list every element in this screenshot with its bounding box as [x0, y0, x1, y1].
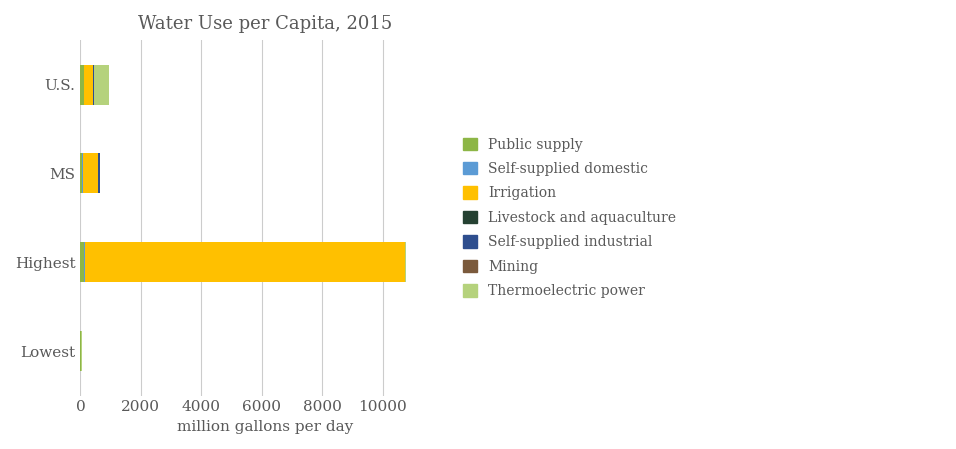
Legend: Public supply, Self-supplied domestic, Irrigation, Livestock and aquaculture, Se: Public supply, Self-supplied domestic, I… — [456, 131, 683, 305]
Bar — [98, 154, 99, 194]
Bar — [84, 242, 404, 282]
Bar — [80, 154, 82, 194]
Title: Water Use per Capita, 2015: Water Use per Capita, 2015 — [138, 15, 392, 33]
Bar — [84, 65, 93, 105]
Bar — [82, 154, 98, 194]
Bar — [80, 242, 84, 282]
Bar — [80, 65, 84, 105]
Bar — [94, 65, 109, 105]
X-axis label: million gallons per day: million gallons per day — [177, 420, 353, 434]
